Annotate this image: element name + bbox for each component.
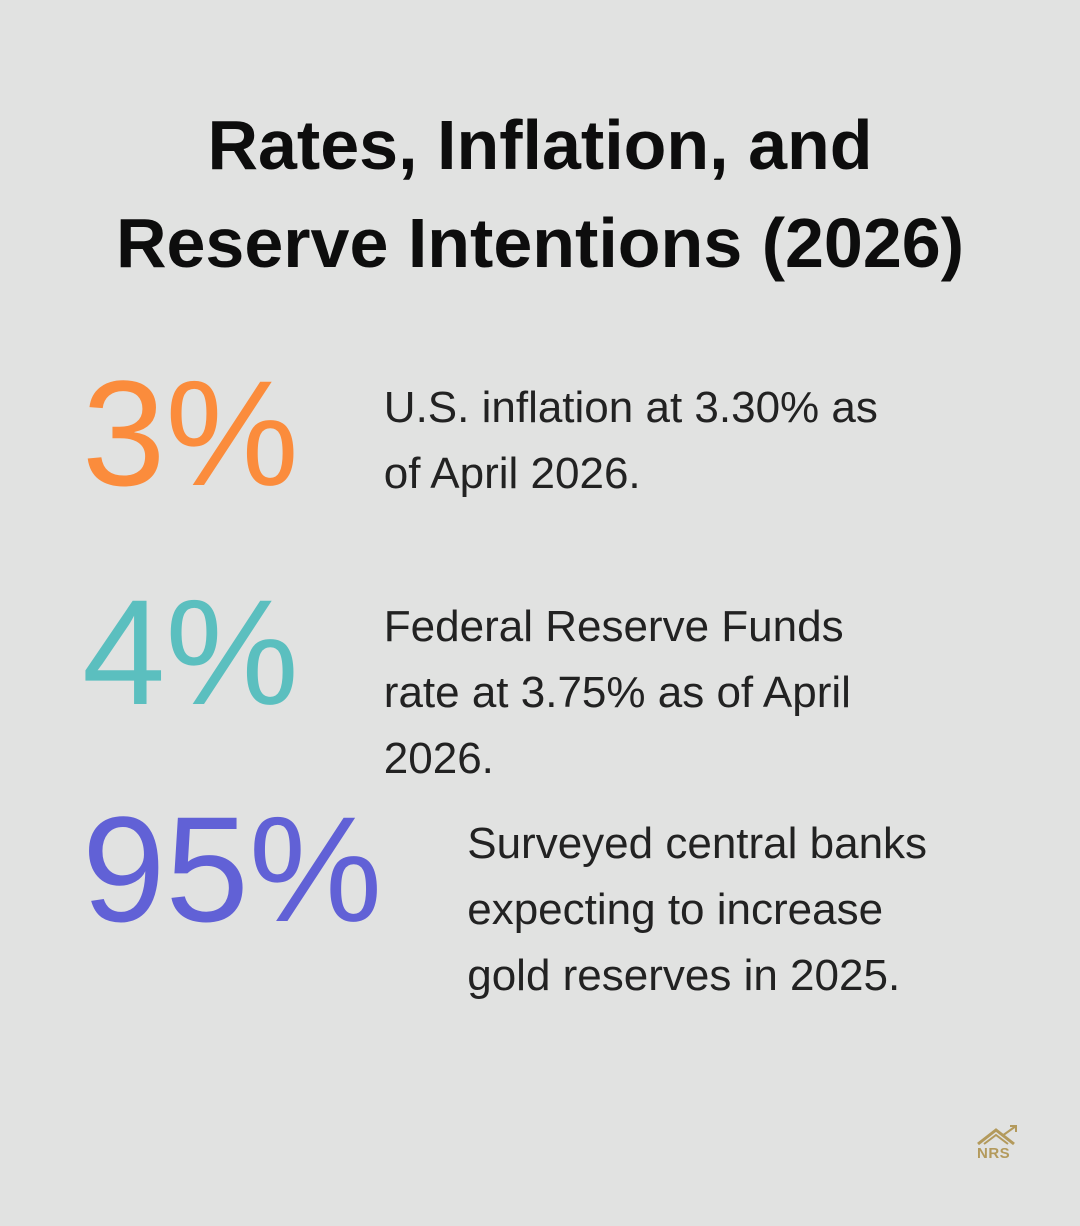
stat-value: 4% bbox=[82, 568, 299, 736]
stat-value: 95% bbox=[82, 785, 383, 953]
stat-description: U.S. inflation at 3.30% as of April 2026… bbox=[383, 383, 878, 498]
stat-row: 3% U.S. inflation at 3.30% as of April 20… bbox=[82, 358, 884, 508]
stat-row: 4% Federal Reserve Funds rate at 3.75% as… bbox=[82, 577, 884, 792]
stat-row: 95% Surveyed central banks expecting to i… bbox=[82, 794, 967, 1009]
title: Rates, Inflation, and Reserve Intentions… bbox=[115, 106, 965, 282]
stat-value: 3% bbox=[82, 349, 299, 517]
stat-description: Federal Reserve Funds rate at 3.75% as o… bbox=[383, 602, 851, 783]
logo-icon bbox=[977, 1125, 1017, 1146]
logo-text: NRS bbox=[977, 1145, 1011, 1162]
stat-description: Surveyed central banks expecting to incr… bbox=[467, 819, 928, 1000]
